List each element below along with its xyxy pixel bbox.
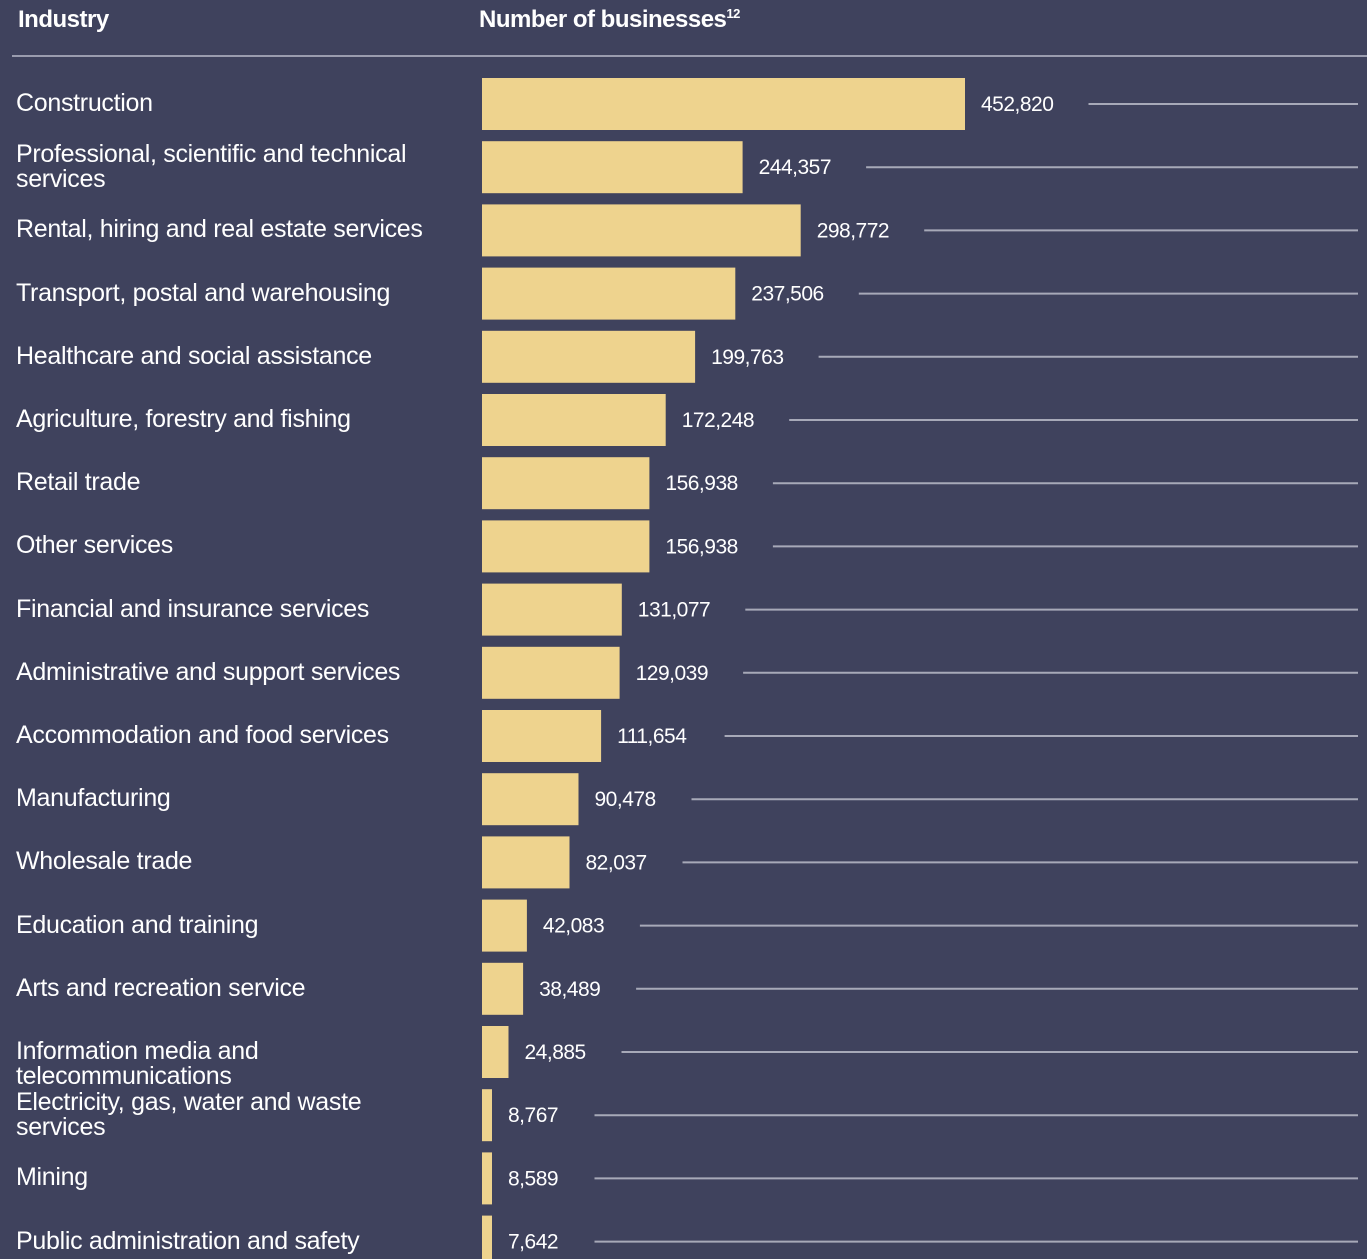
value-label: 7,642 <box>508 1231 558 1254</box>
category-label: Other services <box>16 531 173 560</box>
bar <box>482 1152 492 1205</box>
category-label: Wholesale trade <box>16 847 193 876</box>
bar <box>482 710 602 762</box>
bar <box>482 520 650 573</box>
bar <box>482 773 579 826</box>
category-label: Public administration and safety <box>16 1226 360 1255</box>
bar <box>482 1026 509 1078</box>
category-label: Construction <box>16 89 153 117</box>
value-label: 237,506 <box>751 283 823 306</box>
bar <box>482 141 743 194</box>
value-label: 8,767 <box>508 1104 558 1127</box>
value-label: 199,763 <box>711 346 783 369</box>
category-label: Agriculture, forestry and fishing <box>16 405 351 433</box>
bar <box>482 457 650 510</box>
category-label: Retail trade <box>16 468 141 497</box>
category-label: Manufacturing <box>16 784 171 813</box>
value-label: 24,885 <box>525 1041 586 1064</box>
bar <box>482 646 620 699</box>
value-label: 156,938 <box>665 535 737 558</box>
category-label: Healthcare and social assistance <box>16 341 372 370</box>
category-label: Mining <box>16 1163 88 1192</box>
category-label: Transport, postal and warehousing <box>16 278 391 307</box>
value-label: 82,037 <box>586 851 647 874</box>
bar <box>482 267 736 320</box>
bar <box>482 836 570 889</box>
value-label: 172,248 <box>682 409 754 432</box>
value-label: 111,654 <box>617 725 687 748</box>
value-label: 156,938 <box>665 472 737 495</box>
bar <box>482 204 801 257</box>
value-label: 8,589 <box>508 1167 558 1190</box>
bar <box>482 899 527 952</box>
category-label: Arts and recreation service <box>16 973 306 1002</box>
category-label: Accommodation and food services <box>16 721 389 749</box>
businesses-header-text: Number of businesses <box>479 6 727 33</box>
category-label: Professional, scientific and technical s… <box>16 140 407 194</box>
bar <box>482 583 622 636</box>
value-label: 129,039 <box>636 662 708 685</box>
footnote-marker: 12 <box>726 6 740 21</box>
header-divider <box>12 55 1367 57</box>
value-label: 90,478 <box>595 788 656 811</box>
value-label: 131,077 <box>638 599 710 622</box>
category-label: Electricity, gas, water and waste servic… <box>16 1088 362 1142</box>
industry-column-header: Industry <box>18 6 109 33</box>
value-label: 298,772 <box>817 219 889 242</box>
category-label: Financial and insurance services <box>16 594 370 623</box>
category-label: Information media and telecommunications <box>16 1037 259 1090</box>
value-label: 42,083 <box>543 915 604 938</box>
bar <box>482 1089 492 1142</box>
value-label: 452,820 <box>981 93 1053 116</box>
bar <box>482 330 696 383</box>
value-label: 244,357 <box>759 156 831 179</box>
bar <box>482 962 524 1015</box>
bar <box>482 1215 492 1259</box>
bar <box>482 78 965 130</box>
bar <box>482 394 666 446</box>
category-label: Education and training <box>16 910 259 939</box>
businesses-column-header: Number of businesses12 <box>479 6 740 34</box>
value-label: 38,489 <box>539 978 600 1001</box>
category-label: Administrative and support services <box>16 657 401 686</box>
category-label: Rental, hiring and real estate services <box>16 215 423 244</box>
